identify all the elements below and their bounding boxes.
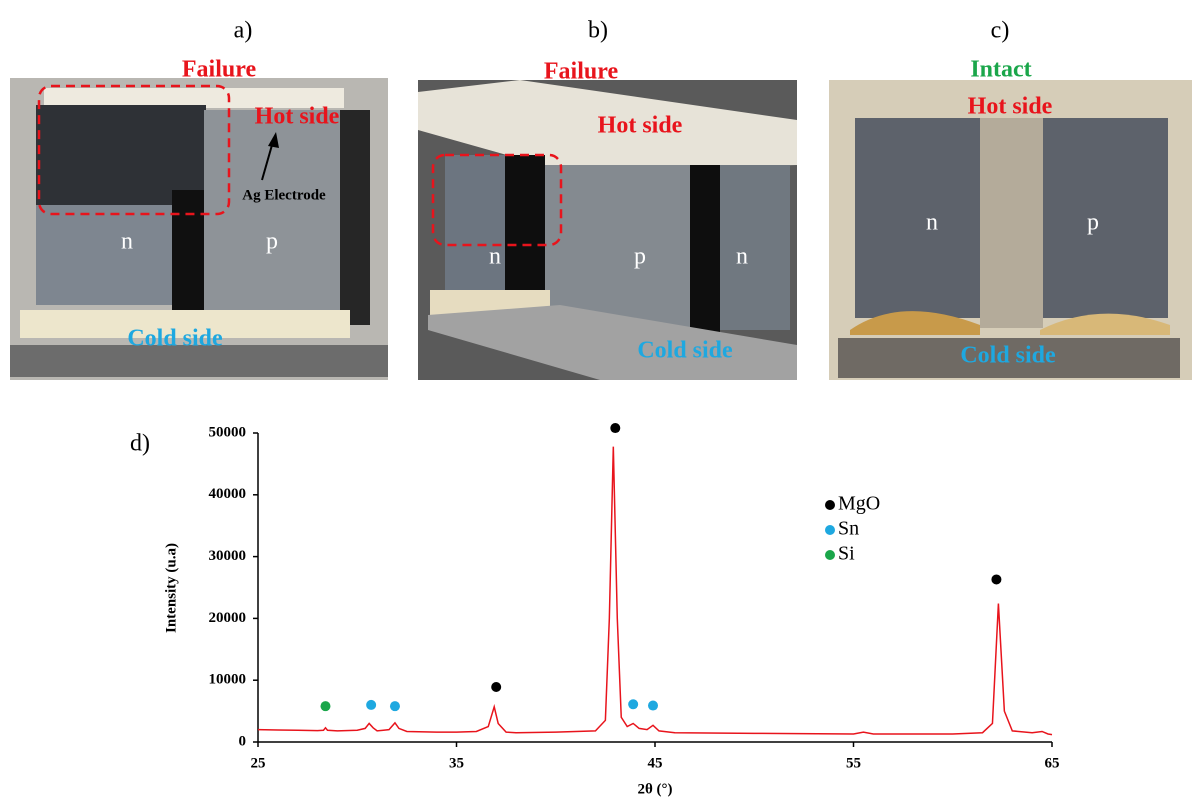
legend-label: Si xyxy=(838,543,855,565)
legend-label: MgO xyxy=(838,493,880,515)
data-line xyxy=(258,447,1052,735)
leg-label: p xyxy=(266,229,278,255)
leg-label: p xyxy=(1087,210,1099,236)
legend-marker xyxy=(825,500,835,510)
status: Intact xyxy=(970,57,1031,83)
cold-side: Cold side xyxy=(960,343,1056,369)
legend-marker xyxy=(825,525,835,535)
cold-side: Cold side xyxy=(637,338,733,364)
leg-label: n xyxy=(736,244,748,270)
x-tick-label: 35 xyxy=(449,755,464,771)
y-tick-label: 20000 xyxy=(209,610,247,626)
y-axis-label: Intensity (u.a) xyxy=(163,543,179,633)
hot-side: Hot side xyxy=(255,104,340,130)
phase-marker xyxy=(491,682,501,692)
leg-label: n xyxy=(926,210,938,236)
hot-side: Hot side xyxy=(598,113,683,139)
x-tick-label: 65 xyxy=(1045,755,1060,771)
x-tick-label: 55 xyxy=(846,755,861,771)
phase-marker xyxy=(610,423,620,433)
phase-marker xyxy=(390,701,400,711)
annotation: Ag Electrode xyxy=(242,187,326,203)
phase-marker xyxy=(991,574,1001,584)
panel-label: c) xyxy=(991,18,1010,44)
y-tick-label: 40000 xyxy=(209,486,247,502)
y-tick-label: 30000 xyxy=(209,548,247,564)
panel-label: d) xyxy=(130,431,150,457)
leg-label: n xyxy=(489,244,501,270)
legend-label: Sn xyxy=(838,518,859,540)
x-tick-label: 25 xyxy=(251,755,266,771)
x-axis-label: 2θ (°) xyxy=(637,781,672,797)
panel-label: a) xyxy=(234,18,253,44)
y-tick-label: 0 xyxy=(239,733,247,749)
phase-marker xyxy=(628,699,638,709)
leg-label: n xyxy=(121,229,133,255)
status: Failure xyxy=(182,57,257,83)
phase-marker xyxy=(648,701,658,711)
figure: a) Failure Hot side Ag Electrode n p Col… xyxy=(0,0,1202,805)
phase-marker xyxy=(320,701,330,711)
panel-label: b) xyxy=(588,18,608,44)
y-tick-label: 10000 xyxy=(209,672,247,688)
y-tick-label: 50000 xyxy=(209,424,247,440)
status: Failure xyxy=(544,59,619,85)
cold-side: Cold side xyxy=(127,326,223,352)
leg-label: p xyxy=(634,244,646,270)
x-tick-label: 45 xyxy=(648,755,663,771)
phase-marker xyxy=(366,700,376,710)
photo-c xyxy=(829,80,1192,380)
legend-marker xyxy=(825,550,835,560)
hot-side: Hot side xyxy=(968,94,1053,120)
